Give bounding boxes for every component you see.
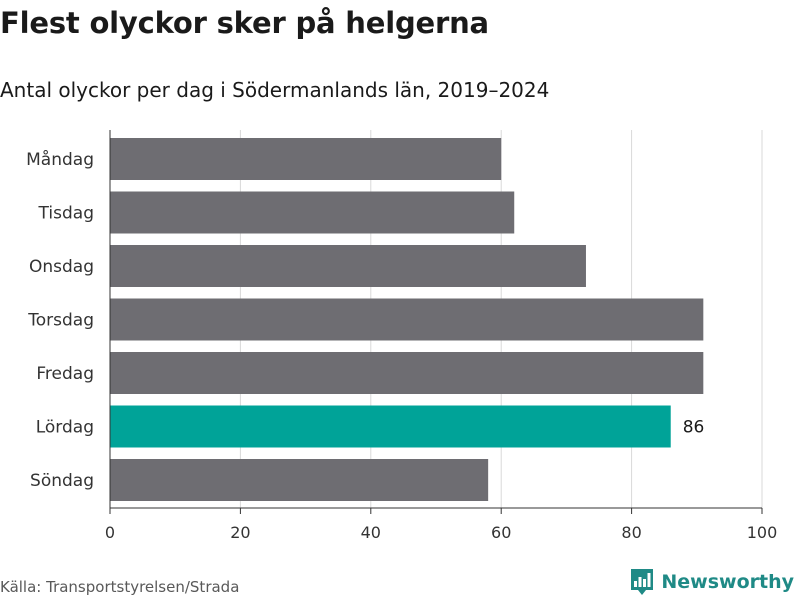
bar-chart: 0 20 40 60 80 100 Måndag Tisdag Onsdag Torsdag Fre… — [26, 130, 778, 542]
source-note: Källa: Transportstyrelsen/Strada — [0, 578, 240, 596]
bar — [110, 459, 489, 501]
category-label: Onsdag — [29, 257, 94, 277]
category-label: Tisdag — [38, 204, 94, 224]
x-tick-label: 0 — [105, 523, 115, 542]
data-label: 86 — [683, 418, 705, 438]
category-label: Söndag — [30, 471, 94, 491]
chart-title: Flest olyckor sker på helgerna — [0, 6, 489, 40]
bar — [110, 405, 671, 448]
category-label: Fredag — [36, 364, 94, 384]
bar — [110, 191, 515, 234]
x-tick-label: 100 — [747, 523, 778, 542]
brand-name: Newsworthy — [661, 571, 794, 593]
chart-subtitle: Antal olyckor per dag i Södermanlands lä… — [0, 78, 550, 102]
bar-chart-icon — [631, 569, 654, 595]
bar — [110, 245, 586, 287]
category-label: Lördag — [36, 418, 94, 438]
x-tick-label: 60 — [491, 523, 511, 542]
brand-logo: Newsworthy — [630, 568, 794, 596]
category-label: Måndag — [26, 149, 94, 170]
x-tick-label: 80 — [621, 523, 641, 542]
category-label: Torsdag — [27, 311, 94, 331]
x-tick-label: 40 — [361, 523, 381, 542]
bar — [110, 298, 704, 341]
bar — [110, 138, 502, 180]
x-tick-label: 20 — [230, 523, 250, 542]
bar — [110, 352, 704, 394]
